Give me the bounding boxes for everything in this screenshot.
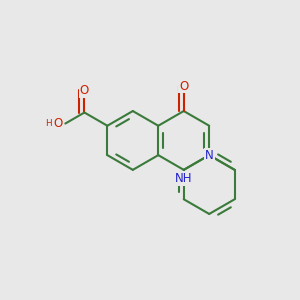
- Text: O: O: [80, 84, 89, 97]
- Text: O: O: [53, 117, 63, 130]
- Text: H: H: [45, 119, 52, 128]
- Text: N: N: [205, 148, 214, 162]
- Text: NH: NH: [175, 172, 193, 185]
- Text: O: O: [179, 80, 188, 93]
